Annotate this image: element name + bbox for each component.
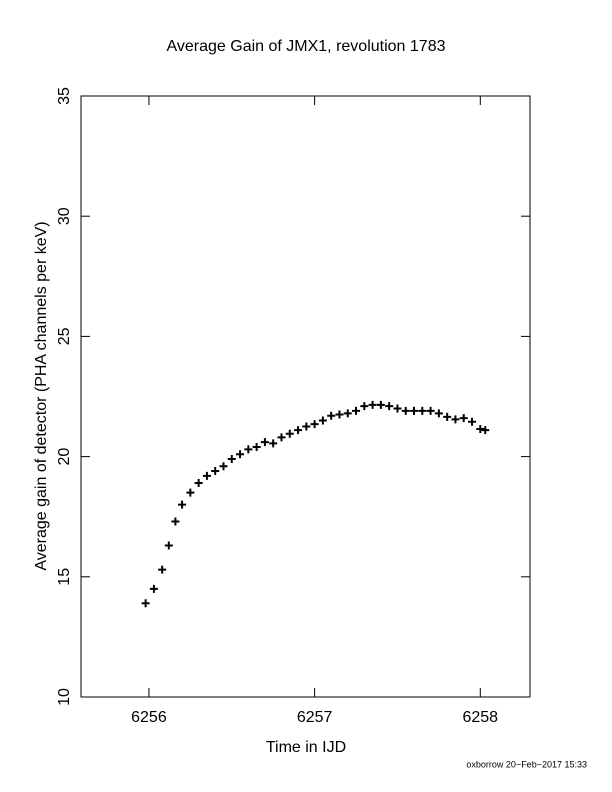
data-point (294, 426, 303, 435)
data-point (385, 402, 394, 411)
data-point (302, 422, 311, 431)
data-point (236, 450, 245, 459)
data-point (260, 438, 269, 447)
data-point (171, 517, 180, 526)
data-point (459, 414, 468, 423)
data-point (418, 406, 427, 415)
y-axis-label: Average gain of detector (PHA channels p… (33, 221, 50, 570)
y-tick-label: 10 (56, 688, 73, 706)
data-point (352, 406, 361, 415)
data-point (227, 455, 236, 464)
x-axis-label: Time in IJD (266, 739, 346, 756)
data-point (335, 410, 344, 419)
data-point (285, 429, 294, 438)
data-point (327, 411, 336, 420)
plot-frame (80, 95, 531, 698)
y-tick-label: 25 (56, 327, 73, 345)
y-tick-label: 15 (56, 568, 73, 586)
data-point (368, 400, 377, 409)
chart-title: Average Gain of JMX1, revolution 1783 (167, 38, 446, 55)
data-point (401, 406, 410, 415)
data-point (343, 409, 352, 418)
y-tick-label: 35 (56, 87, 73, 105)
data-point (244, 445, 253, 454)
data-point (202, 471, 211, 480)
data-point (434, 409, 443, 418)
data-point (426, 406, 435, 415)
data-point (410, 406, 419, 415)
x-tick-label: 6257 (297, 709, 333, 726)
data-point (269, 439, 278, 448)
data-point (451, 415, 460, 424)
data-point (149, 584, 158, 593)
data-point (468, 417, 477, 426)
y-tick-label: 20 (56, 448, 73, 466)
data-point (178, 500, 187, 509)
data-point (164, 541, 173, 550)
data-point (252, 442, 261, 451)
data-point (211, 467, 220, 476)
data-point (141, 599, 150, 608)
data-point (476, 424, 485, 433)
data-point (318, 416, 327, 425)
data-point (158, 565, 167, 574)
data-point (310, 420, 319, 429)
data-point (443, 412, 452, 421)
data-point (481, 426, 490, 435)
y-tick-label: 30 (56, 207, 73, 225)
data-point (186, 488, 195, 497)
x-tick-label: 6258 (462, 709, 498, 726)
x-tick-label: 6256 (131, 709, 167, 726)
data-point (393, 404, 402, 413)
data-point (219, 462, 228, 471)
data-point (194, 479, 203, 488)
data-point (376, 400, 385, 409)
data-point (277, 433, 286, 442)
data-point (360, 402, 369, 411)
footer-annotation: oxborrow 20−Feb−2017 15:33 (466, 759, 587, 769)
